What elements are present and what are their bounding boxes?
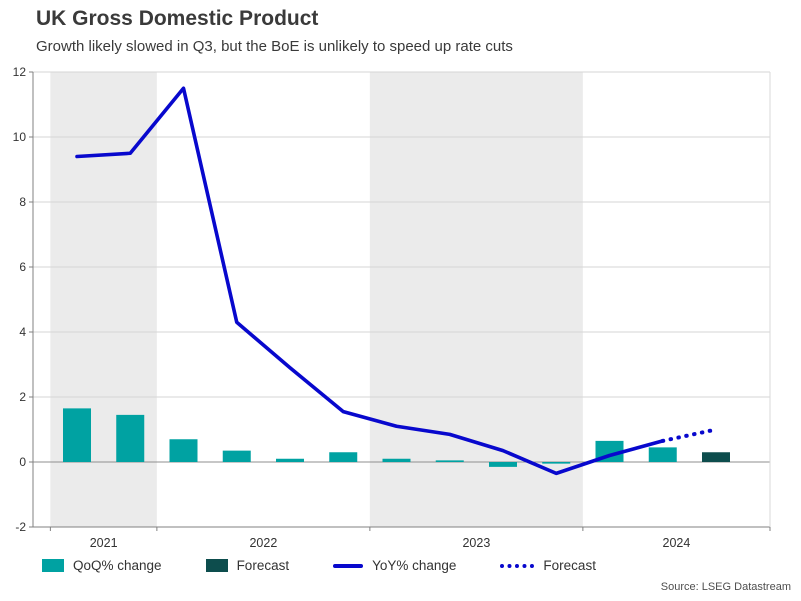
forecast-bar (702, 452, 730, 462)
qoq-bar (542, 462, 571, 464)
y-tick-label: 4 (19, 325, 26, 339)
qoq-bar (222, 450, 251, 462)
x-year-label: 2023 (462, 536, 490, 550)
page-title: UK Gross Domestic Product (36, 7, 319, 30)
legend-item-bar-forecast: Forecast (205, 558, 290, 573)
x-year-label: 2022 (249, 536, 277, 550)
y-tick-label: 12 (13, 65, 27, 79)
legend-label-bar-forecast: Forecast (236, 558, 290, 573)
qoq-bar (489, 462, 517, 467)
legend-label-qoq: QoQ% change (73, 558, 162, 573)
qoq-bar (382, 458, 411, 462)
y-tick-label: -2 (15, 520, 26, 534)
y-tick-label: 8 (19, 195, 26, 209)
source-note: Source: LSEG Datastream (660, 581, 791, 593)
qoq-bar-swatch (42, 559, 64, 572)
y-tick-label: 10 (13, 130, 27, 144)
x-year-label: 2024 (663, 536, 691, 550)
legend-label-yoy: YoY% change (372, 558, 457, 573)
legend-item-yoy: YoY% change (333, 558, 456, 573)
qoq-bar (648, 447, 677, 462)
page-subtitle: Growth likely slowed in Q3, but the BoE … (36, 38, 513, 55)
qoq-bar (435, 460, 464, 462)
qoq-bar (63, 408, 91, 462)
qoq-bar (169, 439, 198, 462)
legend-label-line-forecast: Forecast (543, 558, 596, 573)
y-tick-label: 2 (19, 390, 26, 404)
qoq-bar (329, 452, 358, 462)
forecast-line-swatch (500, 563, 535, 568)
year-band (369, 72, 583, 527)
legend-item-line-forecast: Forecast (500, 558, 596, 573)
qoq-bar (116, 414, 145, 462)
yoy-line-swatch (333, 563, 364, 568)
yoy-line (75, 86, 665, 476)
legend-item-qoq: QoQ% change (42, 558, 162, 573)
x-year-label: 2021 (90, 536, 118, 550)
y-tick-label: 6 (19, 260, 26, 274)
qoq-bar (276, 458, 304, 462)
forecast-bar-swatch (205, 559, 228, 572)
legend: QoQ% change Forecast YoY% change Forecas… (42, 558, 596, 573)
y-tick-label: 0 (19, 455, 26, 469)
yoy-forecast-line (660, 427, 718, 443)
